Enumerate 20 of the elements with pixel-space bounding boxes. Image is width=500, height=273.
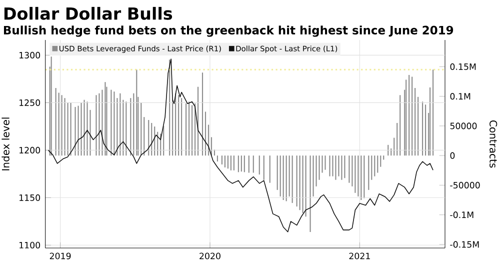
y-tick-label: 1150 [20, 194, 40, 201]
y-tick-label: 1300 [20, 52, 40, 58]
y2-tick-label: -0.1M [450, 212, 474, 218]
y2-tick-label: -0.15M [450, 241, 479, 248]
x-tick-label: 2021 [349, 252, 370, 260]
x-tick-label: 2019 [50, 252, 71, 260]
chart-subtitle: Bullish hedge fund bets on the greenback hit highest since June 2019 [4, 26, 454, 37]
line-series [48, 58, 434, 232]
chart-title: Dollar Dollar Bulls [4, 6, 172, 20]
y2-tick-label: 50000 [450, 122, 477, 130]
y-tick-label: 1200 [20, 146, 40, 154]
y2-tick-label: 0.15M [450, 63, 476, 70]
y2-tick-label: 0.1M [450, 93, 470, 100]
y-tick-label: 1100 [20, 242, 40, 248]
y2-tick-label: 0 [450, 152, 455, 159]
y-tick-label: 1250 [20, 99, 40, 106]
y2-tick-label: -50000 [450, 182, 480, 188]
x-tick-label: 2020 [200, 252, 220, 260]
y2-axis-title: Contracts [490, 120, 498, 168]
y-axis-title: Index level [2, 118, 10, 170]
